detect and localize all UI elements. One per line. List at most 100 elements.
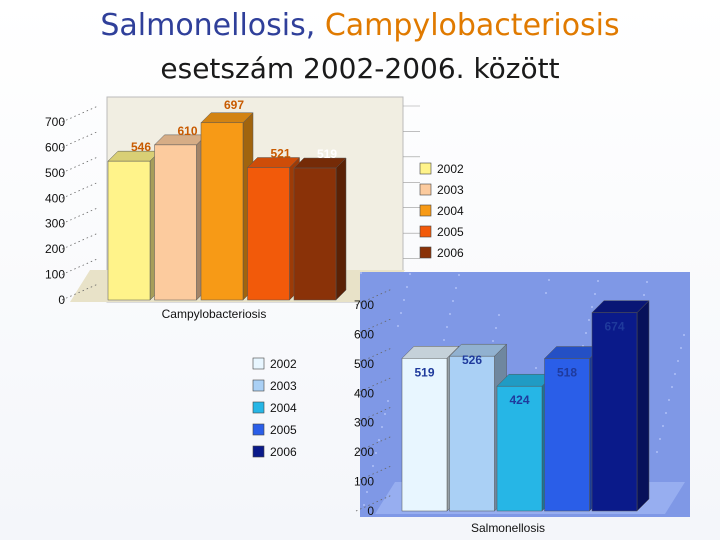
- data-label: 697: [224, 98, 244, 112]
- wall-texture-dot: [443, 339, 445, 341]
- wall-texture-dot: [665, 412, 667, 414]
- wall-texture-dot: [545, 292, 547, 294]
- wall-texture-dot: [446, 326, 448, 328]
- wall-texture-dot: [585, 332, 587, 334]
- legend-swatch: [419, 246, 432, 259]
- wall-texture-dot: [492, 340, 494, 342]
- y-tick-label: 500: [354, 357, 374, 371]
- bar: [154, 144, 197, 301]
- y-tick-label: 600: [354, 327, 374, 341]
- y-tick-label: 400: [354, 386, 374, 400]
- wall-texture-dot: [588, 319, 590, 321]
- bar: [496, 385, 543, 512]
- wall-texture-dot: [403, 299, 405, 301]
- title-separator: ,: [305, 8, 325, 43]
- y-tick-guide: [355, 435, 393, 453]
- y-tick-label: 300: [45, 217, 65, 231]
- legend-label: 2003: [437, 183, 464, 197]
- wall-texture-dot: [406, 286, 408, 288]
- wall-texture-dot: [360, 272, 362, 274]
- wall-texture-dot: [369, 478, 371, 480]
- wall-texture-dot: [409, 273, 411, 275]
- bar: [200, 122, 244, 301]
- data-label: 674: [604, 320, 624, 334]
- slide-subtitle: esetszám 2002-2006. között: [160, 52, 560, 85]
- legend-swatch: [252, 445, 265, 458]
- wall-texture-dot: [495, 327, 497, 329]
- wall-texture-dot: [458, 274, 460, 276]
- legend-swatch: [419, 183, 432, 196]
- y-tick-guide: [61, 207, 99, 225]
- data-label: 521: [270, 147, 290, 161]
- x-axis-label: Campylobacteriosis: [162, 307, 267, 321]
- y-tick-label: 300: [354, 416, 374, 430]
- bar: [247, 167, 290, 301]
- legend-label: 2005: [270, 423, 297, 437]
- bar: [401, 358, 448, 512]
- wall-texture-dot: [366, 491, 368, 493]
- wall-texture-dot: [659, 438, 661, 440]
- wall-texture-dot: [671, 386, 673, 388]
- y-tick-guide: [355, 406, 393, 424]
- wall-texture-dot: [372, 465, 374, 467]
- legend-label: 2002: [437, 162, 464, 176]
- y-tick-guide: [355, 288, 393, 306]
- y-tick-guide: [61, 181, 99, 199]
- wall-texture-dot: [656, 451, 658, 453]
- y-tick-guide: [61, 283, 99, 301]
- data-label: 526: [462, 353, 482, 367]
- y-tick-label: 700: [45, 115, 65, 129]
- legend-label: 2005: [437, 225, 464, 239]
- legend-label: 2006: [270, 445, 297, 459]
- y-tick-label: 200: [354, 445, 374, 459]
- y-tick-label: 0: [58, 293, 65, 307]
- wall-texture-dot: [381, 426, 383, 428]
- slide-title: Salmonellosis, Campylobacteriosis: [0, 8, 720, 44]
- y-tick-guide: [61, 131, 99, 148]
- legend-swatch: [252, 357, 265, 370]
- data-label: 424: [509, 393, 529, 407]
- y-tick-guide: [355, 465, 393, 482]
- legend-swatch: [419, 204, 432, 217]
- y-tick-guide: [355, 347, 393, 365]
- data-label: 519: [317, 147, 337, 161]
- y-tick-label: 100: [45, 268, 65, 282]
- y-tick-label: 100: [354, 475, 374, 489]
- wall-texture-dot: [452, 300, 454, 302]
- legend-swatch: [419, 225, 432, 238]
- wall-texture-dot: [400, 312, 402, 314]
- wall-texture-dot: [548, 279, 550, 281]
- y-tick-guide: [61, 232, 99, 250]
- y-tick-guide: [355, 494, 393, 512]
- wall-texture-dot: [363, 504, 365, 506]
- wall-texture-dot: [378, 439, 380, 441]
- y-tick-label: 200: [45, 242, 65, 256]
- y-tick-guide: [61, 258, 99, 275]
- y-tick-label: 500: [45, 166, 65, 180]
- wall-texture-dot: [646, 281, 648, 283]
- bar: [449, 355, 495, 512]
- x-axis-label: Salmonellosis: [471, 521, 545, 535]
- wall-texture-dot: [668, 399, 670, 401]
- wall-texture-dot: [677, 360, 679, 362]
- legend-label: 2006: [437, 246, 464, 260]
- bar: [544, 358, 590, 512]
- wall-texture-dot: [397, 325, 399, 327]
- legend-swatch: [252, 401, 265, 414]
- legend-swatch: [252, 423, 265, 436]
- legend-swatch: [419, 162, 432, 175]
- bar: [591, 312, 638, 512]
- data-label: 546: [131, 140, 151, 154]
- data-label: 610: [177, 124, 197, 138]
- wall-texture-dot: [375, 452, 377, 454]
- bar-side: [636, 300, 650, 512]
- wall-texture-dot: [535, 367, 537, 369]
- wall-texture-dot: [384, 413, 386, 415]
- y-tick-guide: [355, 376, 393, 394]
- wall-texture-dot: [591, 306, 593, 308]
- wall-texture-dot: [683, 334, 685, 336]
- y-tick-label: 0: [367, 504, 374, 518]
- wall-texture-dot: [594, 293, 596, 295]
- legend-label: 2003: [270, 379, 297, 393]
